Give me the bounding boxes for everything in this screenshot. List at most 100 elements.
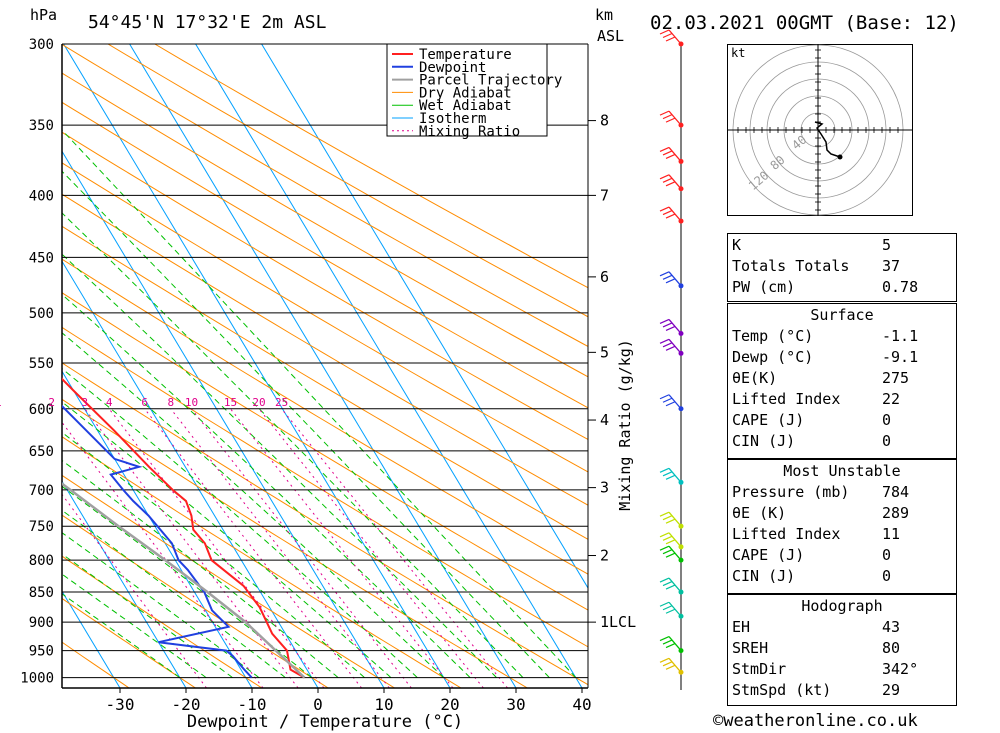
wind-barb-feather (665, 664, 676, 670)
isotherm-line (62, 150, 385, 688)
km-tick-label: 6 (600, 268, 609, 286)
wind-barb-feather (662, 397, 673, 403)
wind-barb-feather (665, 213, 676, 219)
wind-barb-feather (659, 206, 670, 212)
x-tick-label: -10 (238, 695, 267, 714)
pressure-tick-label: 850 (29, 585, 54, 601)
wind-barb-feather (662, 605, 673, 611)
index-label: CAPE (J) (732, 410, 805, 429)
wind-barb-feather (665, 181, 676, 187)
index-row: Lifted Index 22 (728, 388, 956, 409)
dry-adiabat-line (62, 72, 588, 378)
pressure-tick-label: 1000 (20, 671, 54, 687)
dry-adiabat-line (62, 292, 588, 611)
dry-adiabat-line (62, 131, 588, 441)
wet-adiabat-line (62, 431, 365, 678)
dry-adiabat-line (62, 474, 395, 688)
x-tick-label: 20 (440, 695, 459, 714)
index-value: 0.78 (882, 277, 919, 296)
index-row: StmDir 342° (728, 658, 956, 679)
wind-barb-feather (662, 150, 673, 156)
index-row: EH 43 (728, 616, 956, 637)
index-value: 5 (882, 235, 892, 254)
index-label: StmSpd (kt) (732, 680, 832, 699)
km-tick-label: 8 (600, 112, 609, 130)
wind-barb-feather (662, 342, 673, 348)
index-label: θE(K) (732, 368, 778, 387)
dry-adiabat-line (62, 326, 588, 648)
wind-barb-feather (659, 545, 670, 551)
dry-adiabat-line (62, 362, 588, 686)
wind-barb-feather (662, 661, 673, 667)
pressure-tick-label: 750 (29, 519, 54, 535)
index-row: Pressure (mb) 784 (728, 481, 956, 502)
mixing-ratio-label: 10 (185, 396, 198, 409)
index-value: 37 (882, 256, 901, 275)
x-tick-label: -30 (106, 695, 135, 714)
isotherm-line (62, 590, 121, 688)
isotherm-line (195, 44, 583, 688)
wind-barb-feather (662, 535, 673, 541)
index-label: PW (cm) (732, 277, 796, 296)
index-value: -9.1 (882, 347, 919, 366)
km-tick-label: 2 (600, 547, 609, 565)
location-title: 54°45'N 17°32'E 2m ASL (88, 12, 327, 33)
x-tick-label: 30 (506, 695, 525, 714)
index-value: 784 (882, 482, 910, 501)
hodograph-params-box: Hodograph EH 43 SREH 80 StmDir 342° StmSpd (kt)… (727, 594, 957, 706)
wind-barb-feather (662, 322, 673, 328)
section-title: Most Unstable (783, 461, 901, 480)
wind-barb-feather (659, 511, 670, 517)
wind-barb-feather (665, 474, 676, 480)
wet-adiabat-line (62, 485, 313, 678)
pressure-tick-label: 300 (29, 37, 54, 53)
index-value: 80 (882, 638, 901, 657)
wet-adiabat-line (62, 293, 471, 678)
dry-adiabat-line (107, 44, 588, 318)
pressure-tick-label: 650 (29, 444, 54, 460)
wind-barb-feather (662, 177, 673, 183)
mixing-ratio-label: 2 (48, 396, 55, 409)
dry-adiabat-line (62, 162, 588, 473)
index-value: 275 (882, 368, 910, 387)
mixing-ratio-label: 6 (141, 396, 148, 409)
index-value: -1.1 (882, 326, 919, 345)
wind-barb-feather (662, 515, 673, 521)
surface-box: Surface Temp (°C) -1.1 Dewp (°C) -9.1 θE(K) 27… (727, 303, 957, 459)
x-tick-label: 40 (572, 695, 591, 714)
km-tick-label: 3 (600, 479, 609, 497)
dry-adiabat-line (62, 193, 588, 506)
x-tick-label: 10 (374, 695, 393, 714)
isotherm-line (63, 44, 451, 688)
pressure-tick-label: 400 (29, 188, 54, 204)
mixing-ratio-line (62, 421, 264, 688)
wind-barb-feather (662, 549, 673, 555)
index-row: θE (K) 289 (728, 502, 956, 523)
most-unstable-box: Most Unstable Pressure (mb) 784 θE (K) 289 Li… (727, 459, 957, 594)
pressure-tick-label: 350 (29, 118, 54, 134)
index-row: Temp (°C) -1.1 (728, 325, 956, 346)
pressure-tick-label: 550 (29, 356, 54, 372)
legend-entry: Wet Adiabat (419, 98, 512, 114)
isotherm-line (129, 44, 517, 688)
hodograph-unit-label: kt (731, 46, 745, 60)
index-label: Temp (°C) (732, 326, 814, 345)
wind-barb-feather (659, 532, 670, 538)
pressure-tick-label: 600 (29, 402, 54, 418)
isotherm-line (62, 480, 187, 688)
legend-entry: Isotherm (419, 111, 486, 127)
km-unit: km (595, 6, 614, 24)
index-label: Totals Totals (732, 256, 850, 275)
section-title: Surface (810, 305, 874, 324)
mixing-ratio-label: 25 (275, 396, 288, 409)
wet-adiabat-line (62, 573, 207, 678)
index-row: StmSpd (kt) 29 (728, 679, 956, 700)
index-label: CIN (J) (732, 431, 796, 450)
legend-entry: Parcel Trajectory (419, 73, 562, 89)
index-row: CIN (J) 0 (728, 430, 956, 451)
wind-barb-feather (659, 338, 670, 344)
index-value: 29 (882, 680, 901, 699)
index-label: Lifted Index (732, 389, 841, 408)
index-value: 289 (882, 503, 910, 522)
